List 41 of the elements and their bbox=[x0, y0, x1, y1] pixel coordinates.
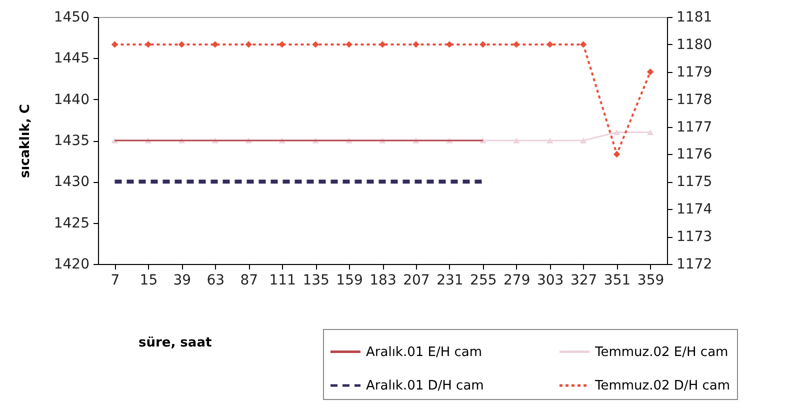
x-tick-label: 303 bbox=[536, 272, 564, 288]
y2-tick-label: 1181 bbox=[676, 10, 712, 26]
x-tick-label: 15 bbox=[140, 272, 158, 288]
x-tick-label: 231 bbox=[436, 272, 464, 288]
legend-label: Temmuz.02 D/H cam bbox=[594, 378, 730, 394]
y2-tick-label: 1173 bbox=[676, 229, 712, 246]
legend-label: Aralık.01 E/H cam bbox=[366, 344, 482, 360]
y2-tick-label: 1179 bbox=[676, 64, 712, 80]
x-tick-label: 135 bbox=[302, 272, 330, 288]
y2-tick-label: 1176 bbox=[676, 146, 712, 163]
x-tick-label: 327 bbox=[570, 272, 598, 288]
y-tick-label: 1420 bbox=[54, 256, 90, 272]
y2-tick-label: 1177 bbox=[676, 119, 712, 136]
point bbox=[646, 68, 654, 76]
y-tick-label: 1430 bbox=[54, 174, 90, 190]
legend-label: Aralık.01 D/H cam bbox=[366, 378, 484, 394]
y-tick-label: 1445 bbox=[54, 50, 90, 67]
x-tick-label: 63 bbox=[206, 272, 225, 288]
y2-tick-label: 1180 bbox=[676, 36, 712, 53]
y-tick-label: 1440 bbox=[54, 92, 90, 108]
y2-tick-label: 1178 bbox=[676, 92, 712, 108]
x-tick-label: 159 bbox=[336, 272, 363, 288]
x-tick-label: 87 bbox=[240, 272, 258, 288]
y2-tick-label: 1172 bbox=[676, 256, 712, 272]
x-axis-title: süre, saat bbox=[138, 336, 212, 350]
x-tick-label: 255 bbox=[470, 272, 497, 288]
y-axis-title: sıcaklık, C bbox=[18, 104, 33, 178]
x-tick-label: 351 bbox=[604, 272, 631, 288]
x-tick-label: 359 bbox=[637, 272, 664, 288]
x-tick-label: 183 bbox=[370, 272, 396, 288]
y-tick-label: 1435 bbox=[54, 133, 90, 149]
y2-tick-label: 1174 bbox=[676, 202, 712, 218]
y-tick-label: 1450 bbox=[54, 10, 90, 26]
x-tick-label: 7 bbox=[110, 272, 120, 288]
x-tick-label: 279 bbox=[504, 272, 530, 288]
y2-tick-label: 1175 bbox=[676, 174, 712, 190]
y-tick-label: 1425 bbox=[54, 215, 90, 232]
x-tick-label: 39 bbox=[173, 272, 192, 288]
legend-label: Temmuz.02 E/H cam bbox=[594, 344, 728, 360]
x-tick-label: 111 bbox=[269, 272, 296, 288]
x-tick-label: 207 bbox=[403, 272, 430, 288]
